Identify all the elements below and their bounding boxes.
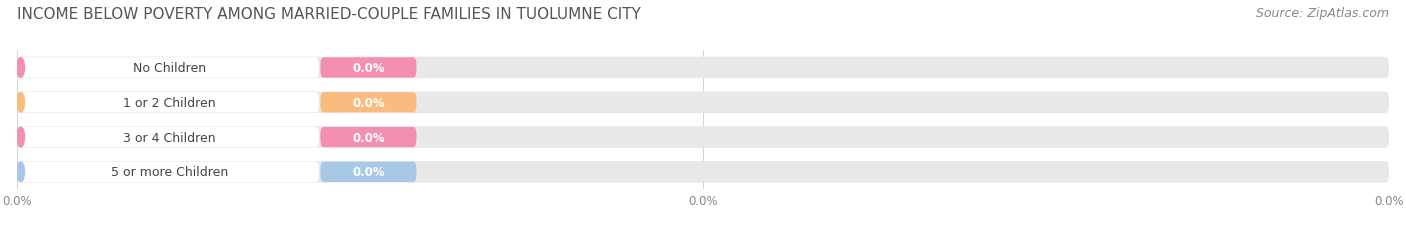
Circle shape	[17, 93, 24, 112]
Text: 0.0%: 0.0%	[352, 166, 385, 179]
Text: 0.0%: 0.0%	[352, 62, 385, 75]
FancyBboxPatch shape	[17, 127, 319, 148]
FancyBboxPatch shape	[17, 58, 1389, 79]
FancyBboxPatch shape	[17, 92, 1389, 113]
FancyBboxPatch shape	[17, 161, 1389, 183]
FancyBboxPatch shape	[17, 127, 1389, 148]
FancyBboxPatch shape	[321, 127, 416, 148]
FancyBboxPatch shape	[17, 162, 319, 182]
Text: 3 or 4 Children: 3 or 4 Children	[122, 131, 215, 144]
Text: Source: ZipAtlas.com: Source: ZipAtlas.com	[1256, 7, 1389, 20]
Text: 5 or more Children: 5 or more Children	[111, 166, 228, 179]
FancyBboxPatch shape	[17, 58, 319, 78]
Circle shape	[17, 162, 24, 182]
FancyBboxPatch shape	[17, 93, 319, 113]
Text: 0.0%: 0.0%	[352, 131, 385, 144]
Circle shape	[17, 58, 24, 78]
Text: INCOME BELOW POVERTY AMONG MARRIED-COUPLE FAMILIES IN TUOLUMNE CITY: INCOME BELOW POVERTY AMONG MARRIED-COUPL…	[17, 7, 641, 22]
Circle shape	[17, 128, 24, 147]
FancyBboxPatch shape	[321, 162, 416, 182]
Text: No Children: No Children	[132, 62, 205, 75]
FancyBboxPatch shape	[321, 58, 416, 78]
Text: 1 or 2 Children: 1 or 2 Children	[122, 96, 215, 109]
FancyBboxPatch shape	[321, 93, 416, 113]
Text: 0.0%: 0.0%	[352, 96, 385, 109]
